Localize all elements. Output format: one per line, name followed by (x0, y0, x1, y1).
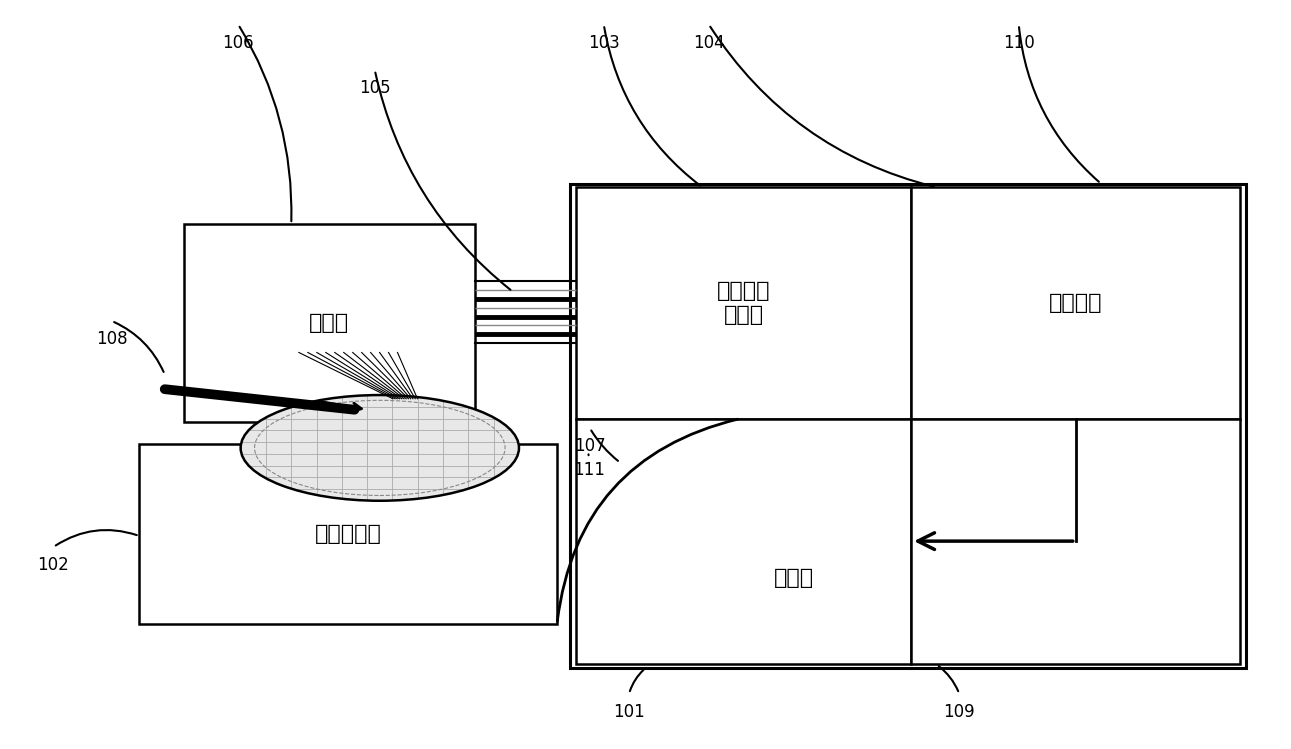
Text: 102: 102 (37, 557, 70, 574)
Text: 晶圆测试台: 晶圆测试台 (315, 524, 382, 545)
Text: 111: 111 (573, 461, 604, 479)
Text: 105: 105 (359, 79, 391, 97)
Bar (475, 282, 576, 343)
Text: 测试向量
产生器: 测试向量 产生器 (717, 282, 771, 324)
Ellipse shape (240, 395, 519, 501)
Bar (183, 224, 475, 422)
Text: 110: 110 (1003, 34, 1034, 52)
Text: 103: 103 (587, 34, 620, 52)
Text: 101: 101 (613, 703, 646, 721)
Bar (911, 419, 1241, 664)
Text: 108: 108 (96, 330, 128, 348)
Text: 106: 106 (222, 34, 254, 52)
Text: 比较器: 比较器 (775, 568, 815, 588)
Bar (569, 184, 1246, 668)
Bar (576, 419, 911, 664)
Text: 109: 109 (944, 703, 975, 721)
Bar (911, 187, 1241, 419)
Text: 预期结果: 预期结果 (1048, 293, 1103, 313)
Text: 107: 107 (574, 437, 605, 455)
Bar (139, 444, 556, 624)
Text: 104: 104 (693, 34, 724, 52)
Bar (576, 187, 911, 419)
Text: 测试头: 测试头 (309, 313, 350, 333)
